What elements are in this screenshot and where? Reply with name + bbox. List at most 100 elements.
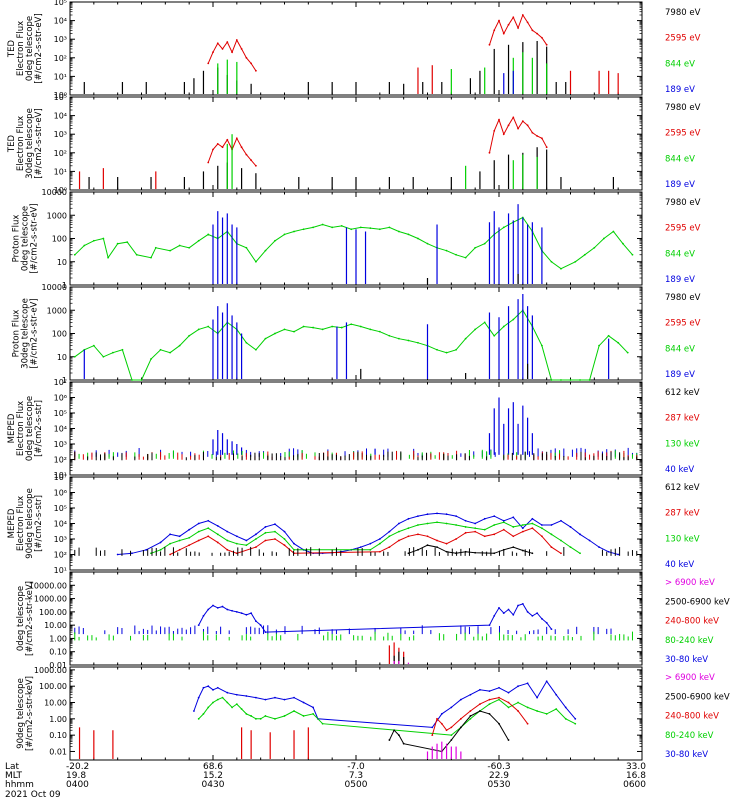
y-tick-label: 100.00 — [39, 608, 67, 617]
data-point — [493, 614, 496, 617]
series-spikes — [78, 727, 309, 759]
data-point — [207, 608, 210, 611]
data-point — [521, 527, 524, 530]
data-point — [216, 533, 219, 536]
data-point — [221, 605, 224, 608]
data-point — [493, 130, 496, 132]
data-point — [498, 696, 500, 699]
data-point — [245, 341, 248, 344]
data-point — [207, 685, 210, 688]
data-point — [450, 739, 453, 741]
data-point — [264, 715, 267, 717]
legend-entry-green: 844 eV — [665, 344, 695, 354]
data-point — [550, 524, 553, 526]
data-point — [521, 120, 524, 123]
data-point — [417, 515, 419, 518]
data-point — [73, 355, 76, 358]
data-point — [216, 525, 219, 527]
data-point — [436, 717, 438, 720]
y-tick-label: 10³ — [54, 130, 67, 139]
panel-8: 0.01 0.10 1.00 10.00 100.00 1000.00 90deg tele… — [16, 666, 730, 761]
data-point — [545, 680, 548, 683]
data-point — [541, 524, 543, 526]
data-point — [264, 526, 267, 528]
data-point — [150, 256, 152, 259]
data-point — [493, 29, 496, 32]
data-point — [226, 548, 229, 551]
data-point — [598, 546, 600, 549]
data-point — [245, 713, 248, 715]
data-point — [498, 698, 500, 701]
data-point — [569, 379, 572, 381]
data-point — [574, 722, 577, 725]
data-point — [445, 550, 448, 553]
data-point — [464, 519, 467, 522]
data-point — [393, 729, 396, 732]
series-2595-ev — [207, 38, 257, 72]
data-point — [583, 253, 586, 256]
data-point — [507, 701, 510, 704]
data-point — [517, 710, 519, 712]
data-point — [188, 544, 191, 547]
data-point — [312, 226, 314, 229]
data-point — [479, 710, 481, 712]
series-line — [117, 512, 619, 555]
legend-entry-green: 844 eV — [665, 59, 695, 69]
data-point — [235, 552, 238, 555]
data-point — [560, 267, 562, 270]
data-point — [445, 542, 448, 545]
data-point — [574, 260, 577, 263]
data-point — [526, 706, 529, 709]
series-612-kev — [407, 544, 534, 555]
series-7980-ev — [360, 363, 529, 379]
y-tick-label: 10² — [54, 551, 67, 560]
y-axis-label-line: [#/cm2-s-str-keV] — [25, 581, 35, 656]
y-tick-label: 1000.00 — [34, 666, 67, 675]
data-point — [512, 16, 515, 19]
data-point — [574, 717, 577, 720]
data-point — [207, 706, 210, 709]
data-point — [202, 713, 205, 715]
data-point — [207, 62, 210, 65]
data-point — [245, 613, 248, 616]
y-tick-label: 10000 — [42, 188, 67, 197]
data-point — [517, 685, 519, 688]
data-point — [436, 539, 438, 542]
data-point — [178, 344, 181, 347]
data-point — [150, 358, 152, 360]
legend-entry-red: 2595 eV — [665, 224, 701, 234]
data-point — [264, 531, 267, 534]
data-point — [159, 541, 162, 544]
y-tick-label: 10¹ — [54, 167, 67, 176]
y-tick-label: 0.10 — [49, 648, 67, 657]
data-point — [531, 552, 534, 555]
panel-2: 10⁰ 10¹ 10² 10³ 10⁴ 10⁵ TED Electron Flux 30deg … — [7, 93, 701, 195]
series-2595-ev-after- — [488, 13, 548, 46]
data-point — [378, 550, 381, 553]
y-tick-label: 100 — [52, 330, 67, 339]
data-point — [455, 538, 457, 540]
data-point — [531, 517, 534, 520]
y-tick-label: 0.10 — [49, 731, 67, 740]
data-point — [212, 701, 214, 704]
data-point — [436, 348, 438, 351]
data-point — [579, 552, 581, 555]
data-point — [445, 513, 448, 516]
data-point — [240, 146, 243, 149]
data-point — [517, 604, 519, 607]
data-point — [255, 696, 257, 699]
panel-1: 10⁰ 10¹ 10² 10³ 10⁴ 10⁵ TED Electron Flux 0deg t… — [7, 0, 701, 100]
data-point — [398, 539, 400, 542]
data-point — [255, 538, 257, 540]
data-point — [450, 734, 453, 737]
data-point — [426, 242, 429, 245]
data-point — [455, 348, 457, 351]
data-point — [255, 620, 257, 623]
data-point — [541, 137, 543, 140]
data-point — [521, 14, 524, 16]
data-point — [474, 527, 477, 530]
legend-entry-red: 287 keV — [665, 509, 700, 519]
data-point — [617, 341, 620, 344]
data-point — [255, 546, 257, 549]
data-point — [235, 610, 238, 613]
